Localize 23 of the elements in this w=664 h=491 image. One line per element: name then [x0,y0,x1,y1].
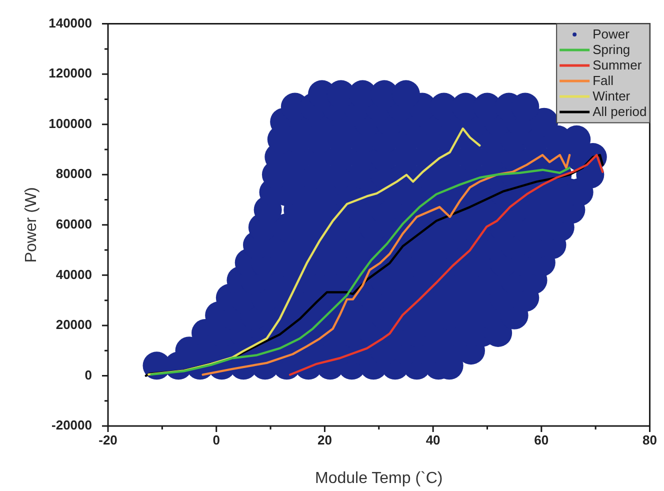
legend-label: Summer [592,58,642,73]
x-tick-label: 80 [642,432,658,448]
x-tick-label: 20 [317,432,332,448]
legend-label: Spring [592,42,630,58]
legend-label: Winter [592,88,631,104]
x-axis-title: Module Temp (`C) [315,470,443,487]
legend-label: All period [592,104,647,120]
y-tick-label: 140000 [48,15,92,30]
y-tick-label: 120000 [48,66,92,81]
y-tick-label: 0 [84,367,92,382]
legend-label: Power [592,26,630,42]
x-tick-label: 60 [534,432,549,448]
y-tick-label: 20000 [56,317,92,332]
x-tick-label: 0 [212,432,220,448]
legend-label: Fall [592,73,614,88]
x-tick-label: 40 [426,432,440,448]
x-tick-label: -20 [98,432,118,448]
y-tick-label: 80000 [56,166,92,182]
y-tick-label: 60000 [56,216,92,232]
y-tick-label: -20000 [52,418,92,433]
y-tick-label: 100000 [48,116,92,131]
y-axis-title: Power (W) [23,187,40,263]
y-tick-label: 40000 [56,266,92,282]
